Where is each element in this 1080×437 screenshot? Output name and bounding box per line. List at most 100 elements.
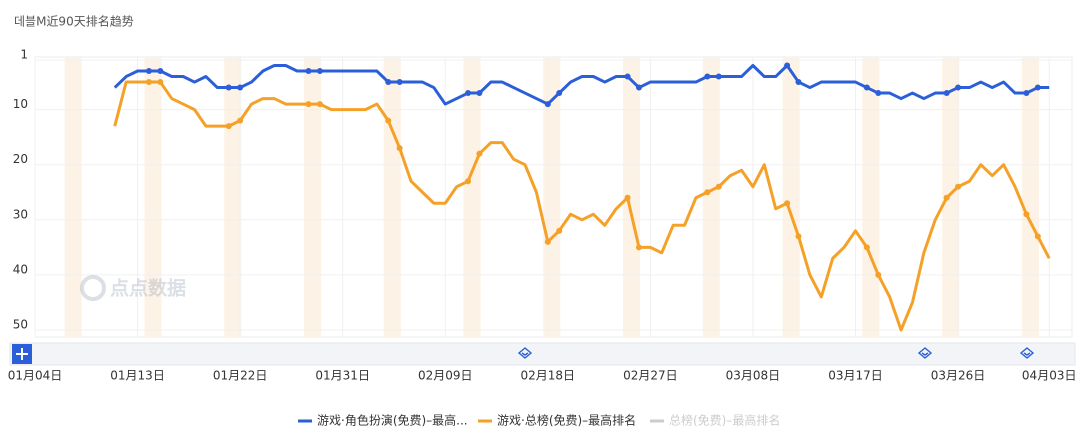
point-marker <box>385 117 392 124</box>
point-marker <box>465 178 472 185</box>
point-marker <box>1023 90 1030 97</box>
point-marker <box>396 145 403 152</box>
highlight-band <box>862 57 880 337</box>
point-marker <box>704 73 711 80</box>
point-marker <box>795 233 802 240</box>
grid <box>34 57 1072 337</box>
point-marker <box>875 90 882 97</box>
highlight-band <box>64 57 82 337</box>
watermark-text: 点点数据 <box>110 277 186 300</box>
x-tick-label: 01月04日 <box>8 369 63 383</box>
highlight-band <box>383 57 401 337</box>
point-marker <box>863 244 870 251</box>
highlight-band <box>1021 57 1039 337</box>
point-marker <box>544 238 551 245</box>
x-tick-label: 04月03日 <box>1022 369 1077 383</box>
highlight-band <box>463 57 481 337</box>
y-tick-label: 30 <box>13 207 28 221</box>
highlight-band <box>303 57 322 337</box>
series <box>113 62 1051 332</box>
point-marker <box>955 183 962 190</box>
point-marker <box>1023 211 1030 218</box>
scrollbar[interactable] <box>9 342 1076 366</box>
legend-label: 游戏·总榜(免费)–最高排名 <box>497 413 636 428</box>
point-marker <box>943 90 950 97</box>
highlight-band <box>144 57 162 337</box>
point-marker <box>465 90 472 97</box>
event-marker[interactable] <box>917 347 933 359</box>
point-marker <box>476 150 483 157</box>
zoom-plus <box>16 348 28 360</box>
point-marker <box>305 68 312 75</box>
chart-title: 데블M近90天排名趋势 <box>14 14 134 29</box>
point-marker <box>863 84 870 91</box>
highlight-band <box>702 57 720 337</box>
y-tick-label: 40 <box>13 262 28 276</box>
x-tick-label: 02月27日 <box>623 369 678 383</box>
point-marker <box>795 79 802 86</box>
legend-label: 总榜(免费)–最高排名 <box>669 413 780 428</box>
y-tick-label: 20 <box>13 152 28 166</box>
highlight-band <box>942 57 960 337</box>
point-marker <box>715 183 722 190</box>
point-marker <box>305 101 312 108</box>
point-marker <box>157 68 164 75</box>
point-marker <box>556 227 563 234</box>
series-line <box>113 80 1051 332</box>
point-marker <box>635 84 642 91</box>
point-marker <box>316 101 323 108</box>
point-marker <box>704 189 711 196</box>
point-marker <box>875 271 882 278</box>
highlight-band <box>224 57 242 337</box>
point-marker <box>1034 233 1041 240</box>
x-tick-label: 02月09日 <box>418 369 473 383</box>
y-tick-label: 50 <box>13 318 28 332</box>
legend-item[interactable]: 游戏·角色扮演(免费)–最高... <box>298 413 468 428</box>
point-marker <box>624 73 631 80</box>
legend: 游戏·角色扮演(免费)–最高... 游戏·总榜(免费)–最高排名 总榜(免费)–最高… <box>298 413 780 428</box>
point-marker <box>715 73 722 80</box>
point-marker <box>225 84 232 91</box>
event-marker[interactable] <box>1019 347 1035 359</box>
legend-item[interactable]: 总榜(免费)–最高排名 <box>650 413 780 428</box>
x-tick-label: 01月13日 <box>110 369 165 383</box>
event-markers[interactable] <box>517 347 1035 359</box>
point-marker <box>385 79 392 86</box>
point-marker <box>237 84 244 91</box>
point-marker <box>784 62 791 69</box>
point-marker <box>225 123 232 130</box>
y-tick-label: 1 <box>20 48 28 62</box>
watermark-icon <box>80 275 106 301</box>
y-tick-label: 10 <box>13 97 28 111</box>
point-marker <box>145 68 152 75</box>
point-marker <box>396 79 403 86</box>
point-marker <box>784 200 791 207</box>
point-marker <box>556 90 563 97</box>
point-marker <box>635 244 642 251</box>
point-marker <box>316 68 323 75</box>
highlight-bands <box>64 57 1039 337</box>
event-marker[interactable] <box>517 347 533 359</box>
legend-item[interactable]: 游戏·总榜(免费)–最高排名 <box>478 413 636 428</box>
point-marker <box>624 194 631 201</box>
highlight-band <box>623 57 641 337</box>
x-tick-label: 02月18日 <box>521 369 576 383</box>
series-line <box>113 64 1050 106</box>
point-marker <box>145 79 152 86</box>
point-marker <box>476 90 483 97</box>
x-tick-label: 03月08日 <box>726 369 781 383</box>
legend-label: 游戏·角色扮演(免费)–最高... <box>317 413 468 428</box>
x-tick-label: 03月17日 <box>828 369 883 383</box>
point-marker <box>157 79 164 86</box>
x-tick-label: 01月22日 <box>213 369 268 383</box>
watermark: 点点数据 <box>80 275 186 301</box>
point-marker <box>544 101 551 108</box>
point-marker <box>1034 84 1041 91</box>
x-tick-label: 01月31日 <box>315 369 370 383</box>
point-marker <box>955 84 962 91</box>
point-marker <box>943 194 950 201</box>
x-tick-label: 03月26日 <box>931 369 986 383</box>
highlight-band <box>782 57 800 337</box>
point-marker <box>237 117 244 124</box>
